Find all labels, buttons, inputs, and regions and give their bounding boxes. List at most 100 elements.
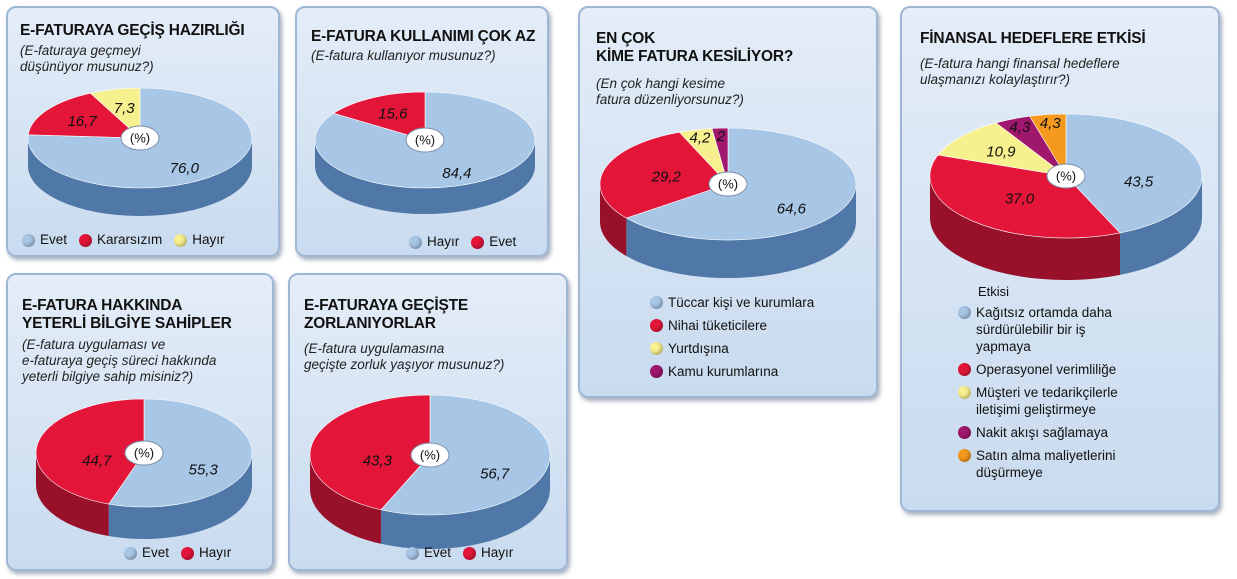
- legend-dot: [958, 363, 971, 376]
- pie-slice: [1065, 113, 1203, 234]
- legend-item-evet: Evet: [124, 545, 169, 560]
- pie-value-label: 55,3: [189, 461, 219, 478]
- legend-item-kagitsiz: Kağıtsız ortamda daha sürdürülebilir bir…: [958, 304, 1118, 355]
- legend-label: Hayır: [427, 234, 460, 249]
- percent-badge: [124, 440, 164, 466]
- legend-item-satin-alma: Satın alma maliyetlerini düşürmeye: [958, 447, 1118, 481]
- legend-label: Hayır: [199, 545, 232, 560]
- pie-svg: (%) 76,0 16,7 7,3: [27, 87, 253, 216]
- percent-badge: [120, 125, 160, 151]
- pie-value-label: 37,0: [1005, 191, 1035, 208]
- pie-slice-side: [380, 455, 550, 549]
- chart-title: FİNANSAL HEDEFLERE ETKİSİ: [920, 30, 1146, 47]
- legend: Evet Hayır: [406, 545, 513, 560]
- pie-slice: [89, 87, 141, 139]
- legend-dot: [409, 236, 422, 249]
- pie-value-label: 16,7: [68, 113, 98, 130]
- legend-item-evet: Evet: [471, 234, 516, 249]
- pie-value-label: 56,7: [480, 465, 510, 482]
- chart-panel-finansal-hedefler: FİNANSAL HEDEFLERE ETKİSİ (E-fatura hang…: [900, 6, 1220, 512]
- legend-label: Evet: [142, 545, 170, 560]
- pie-value-label: 4,3: [1040, 115, 1062, 132]
- pie-slice-side: [36, 453, 109, 537]
- pie-slice: [332, 91, 426, 141]
- legend-item-kamu: Kamu kurumlarına: [650, 363, 814, 380]
- pie-slice-side: [1120, 176, 1202, 275]
- pie-slice-side: [626, 184, 856, 278]
- legend-label: Tüccar kişi ve kurumlara: [668, 295, 815, 310]
- legend-dot: [463, 547, 477, 560]
- legend-label: Kağıtsız ortamda daha sürdürülebilir bir…: [976, 305, 1112, 354]
- legend-label: Hayır: [192, 232, 225, 247]
- percent-label: (%): [718, 177, 738, 192]
- legend-dot: [124, 547, 137, 560]
- legend-item-yurtdisi: Yurtdışına: [650, 340, 814, 357]
- pie-svg: (%) 56,7 43,3: [309, 394, 551, 549]
- percent-badge: [410, 442, 450, 468]
- pie-chart: (%) 43,5 37,0 10,9 4,3 4,3: [928, 112, 1204, 282]
- legend-label: Yurtdışına: [668, 341, 729, 356]
- legend-label: Hayır: [481, 545, 514, 560]
- pie-value-label: 4,2: [690, 129, 712, 146]
- chart-panel-efatura-gecis: E-FATURAYA GEÇİŞ HAZIRLIĞI (E-faturaya g…: [6, 6, 280, 257]
- percent-badge: [405, 127, 445, 153]
- chart-panel-fatura-kime: EN ÇOK KİME FATURA KESİLİYOR? (En çok ha…: [578, 6, 878, 398]
- pie-slice: [108, 398, 253, 508]
- legend-label: Evet: [489, 234, 517, 249]
- percent-label: (%): [134, 446, 154, 461]
- legend-dot: [650, 342, 663, 355]
- pie-slice-side: [310, 455, 381, 544]
- legend-item-hayir: Hayır: [174, 232, 225, 247]
- legend-label: Satın alma maliyetlerini düşürmeye: [976, 448, 1116, 480]
- pie-value-label: 84,4: [442, 165, 471, 182]
- percent-label: (%): [420, 448, 440, 463]
- pie-slice: [599, 131, 729, 219]
- pie-chart: (%) 64,6 29,2 4,2 2: [598, 126, 858, 280]
- pie-svg: (%) 64,6 29,2 4,2 2: [599, 127, 857, 278]
- legend: Hayır Evet: [409, 234, 516, 249]
- chart-subtitle: (En çok hangi kesime fatura düzenliyorsu…: [596, 76, 744, 107]
- pie-slice: [35, 398, 145, 505]
- chart-title: EN ÇOK KİME FATURA KESİLİYOR?: [596, 30, 794, 65]
- legend: Tüccar kişi ve kurumlara Nihai tüketicil…: [650, 294, 814, 386]
- pie-value-label: 44,7: [82, 453, 112, 470]
- legend-item-hayir: Hayır: [463, 545, 513, 560]
- legend-dot: [181, 547, 195, 560]
- legend-label: Operasyonel verimliliğe: [976, 362, 1117, 377]
- legend-item-hayir: Hayır: [409, 234, 459, 249]
- pie-chart: (%) 84,4 15,6: [313, 90, 537, 216]
- legend-dot: [650, 296, 663, 309]
- pie-value-label: 43,5: [1124, 174, 1154, 191]
- legend-label: Evet: [424, 545, 452, 560]
- legend-label: Kamu kurumlarına: [668, 364, 779, 379]
- legend-dot: [406, 547, 419, 560]
- pie-value-label: 2: [716, 128, 726, 145]
- chart-title: E-FATURAYA GEÇİŞTE ZORLANIYORLAR: [304, 297, 469, 332]
- legend-dot: [174, 234, 188, 247]
- pie-slice: [309, 394, 431, 511]
- legend-item-tuccar: Tüccar kişi ve kurumlara: [650, 294, 814, 311]
- pie-slice-side: [28, 138, 252, 216]
- pie-slice: [27, 92, 141, 139]
- percent-label: (%): [130, 131, 150, 146]
- pie-svg: (%) 43,5 37,0 10,9 4,3 4,3: [929, 113, 1203, 280]
- pie-slice-side: [930, 176, 1121, 280]
- chart-panel-bilgi-sahibi: E-FATURA HAKKINDA YETERLİ BİLGİYE SAHİPL…: [6, 273, 274, 571]
- legend: Kağıtsız ortamda daha sürdürülebilir bir…: [958, 304, 1118, 487]
- pie-slice-side: [108, 453, 252, 539]
- percent-badge: [1046, 163, 1086, 189]
- chart-subtitle: (E-fatura kullanıyor musunuz?): [311, 48, 496, 63]
- legend: Evet Kararsızım Hayır: [22, 232, 225, 247]
- legend-label: Nihai tüketicilere: [668, 318, 768, 333]
- legend-item-nihai: Nihai tüketicilere: [650, 317, 814, 334]
- pie-value-label: 15,6: [378, 106, 408, 123]
- pie-value-label: 64,6: [777, 200, 807, 217]
- legend-label: Evet: [40, 232, 68, 247]
- pie-chart: (%) 76,0 16,7 7,3: [26, 86, 254, 218]
- chart-subtitle: (E-fatura uygulamasına geçişte zorluk ya…: [304, 341, 505, 372]
- pie-chart: (%) 55,3 44,7: [34, 397, 254, 541]
- pie-slice: [937, 122, 1067, 177]
- pie-value-label: 7,3: [114, 100, 136, 117]
- legend-item-kararsizim: Kararsızım: [79, 232, 162, 247]
- legend-dot: [650, 319, 663, 332]
